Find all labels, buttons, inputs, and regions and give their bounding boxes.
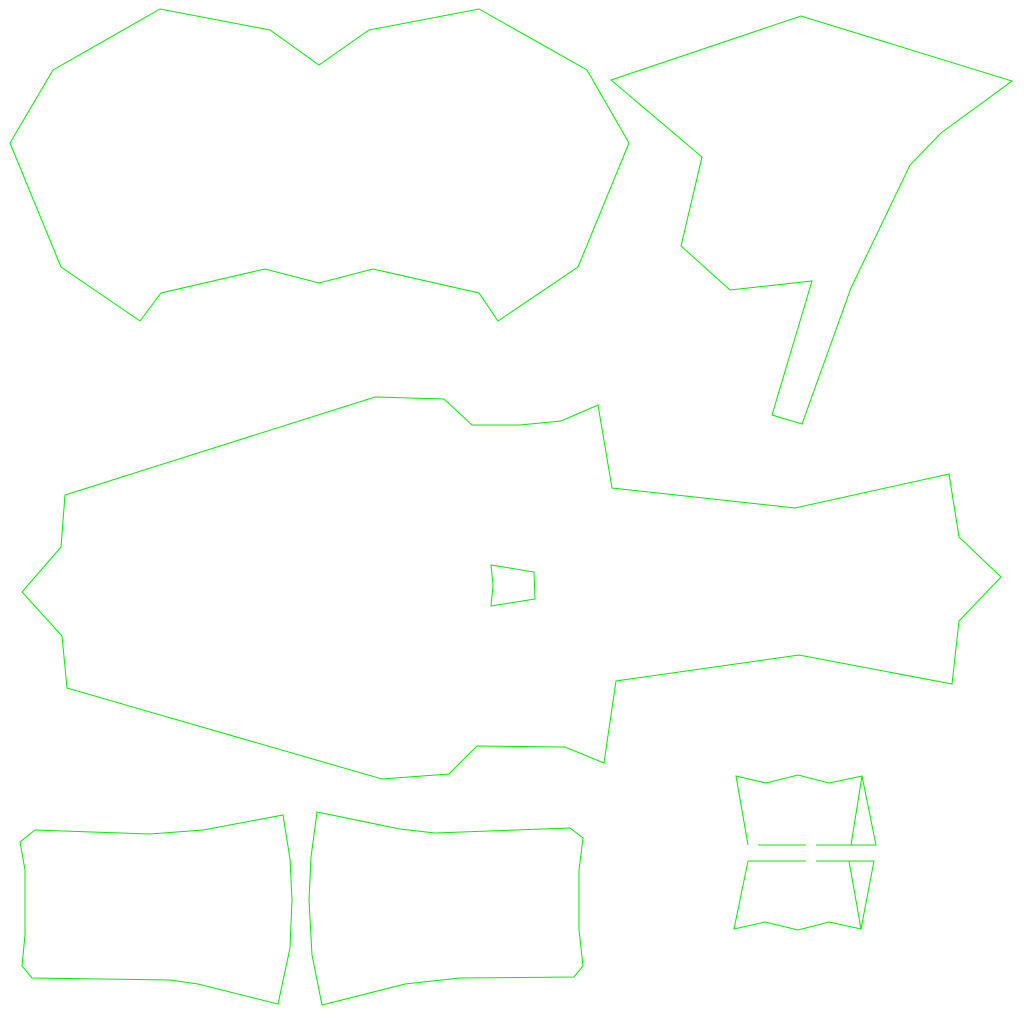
uv-island-center-main-panel (21, 396, 1002, 780)
uv-island-bottom-middle-panel (308, 811, 584, 1006)
uv-island-top-body-panel (9, 8, 630, 322)
uv-island-top-right-wing-panel (610, 15, 1014, 425)
uv-island-bottom-right-strip-lower (733, 860, 875, 931)
uv-island-bottom-left-panel (19, 814, 293, 1005)
uv-island-bottom-right-strip-upper (735, 774, 877, 846)
uv-island-center-small-patch (490, 564, 536, 607)
